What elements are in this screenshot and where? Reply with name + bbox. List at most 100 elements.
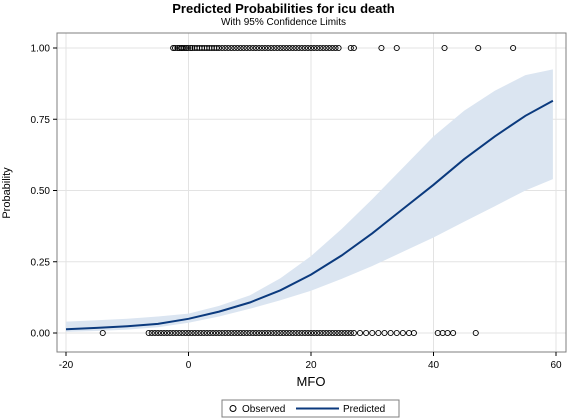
y-tick-label: 0.75 — [31, 115, 51, 126]
observed-point — [292, 44, 299, 52]
y-tick-label: 0.25 — [31, 257, 51, 268]
observed-point — [378, 44, 385, 52]
observed-point — [475, 44, 482, 52]
observed-point — [182, 329, 189, 337]
observed-point — [341, 329, 348, 337]
observed-point — [200, 329, 207, 337]
observed-point — [237, 329, 244, 337]
y-axis-ticks: 0.00 0.25 0.50 0.75 1.00 — [31, 44, 57, 340]
observed-point — [277, 329, 284, 337]
observed-point — [219, 44, 226, 52]
observed-point — [216, 329, 223, 337]
observed-point — [286, 329, 293, 337]
observed-point — [320, 329, 327, 337]
observed-point — [265, 329, 272, 337]
x-tick-label: 0 — [186, 360, 192, 371]
predicted-line — [65, 99, 554, 331]
observed-point — [246, 329, 253, 337]
observed-point — [277, 44, 284, 52]
observed-point — [301, 44, 308, 52]
observed-point — [274, 329, 281, 337]
observed-point — [332, 44, 339, 52]
observed-point — [393, 44, 400, 52]
observed-point — [311, 44, 318, 52]
observed-points — [99, 44, 517, 337]
observed-point — [222, 329, 229, 337]
observed-point — [213, 329, 220, 337]
observed-point — [375, 329, 382, 337]
observed-point — [252, 329, 259, 337]
observed-point — [197, 329, 204, 337]
observed-point — [240, 44, 247, 52]
observed-point — [280, 44, 287, 52]
x-axis-ticks: -20 0 20 40 60 — [59, 352, 562, 371]
observed-point — [347, 44, 354, 52]
observed-point — [154, 329, 161, 337]
observed-point — [157, 329, 164, 337]
observed-point — [173, 329, 180, 337]
observed-point — [274, 44, 281, 52]
observed-point — [289, 44, 296, 52]
observed-point — [317, 44, 324, 52]
legend-predicted-label: Predicted — [343, 404, 385, 415]
observed-point — [185, 329, 192, 337]
observed-point — [167, 329, 174, 337]
observed-point — [234, 329, 241, 337]
observed-point — [171, 44, 179, 52]
y-tick-label: 0.50 — [31, 186, 51, 197]
observed-point — [219, 329, 226, 337]
observed-point — [280, 329, 287, 337]
observed-point — [335, 329, 342, 337]
observed-point — [249, 329, 256, 337]
observed-point — [441, 44, 448, 52]
observed-point — [317, 329, 324, 337]
observed-point — [216, 44, 223, 52]
observed-point — [170, 329, 177, 337]
y-tick-label: 1.00 — [31, 44, 51, 55]
observed-point — [240, 329, 247, 337]
observed-point — [320, 44, 327, 52]
observed-point — [160, 329, 168, 337]
observed-point — [399, 329, 406, 337]
observed-point — [381, 329, 388, 337]
observed-point — [246, 44, 253, 52]
observed-point — [338, 329, 345, 337]
chart-title: Predicted Probabilities for icu death — [172, 1, 395, 16]
observed-point — [255, 44, 262, 52]
observed-point — [295, 44, 302, 52]
observed-point — [99, 329, 106, 337]
confidence-band — [66, 69, 553, 332]
observed-point — [206, 329, 213, 337]
observed-point — [203, 329, 210, 337]
observed-point — [188, 329, 195, 337]
observed-point — [271, 329, 278, 337]
observed-point — [292, 329, 299, 337]
observed-point — [255, 329, 262, 337]
observed-point — [283, 44, 290, 52]
observed-point — [307, 44, 315, 52]
observed-point — [332, 329, 339, 337]
observed-point — [258, 329, 266, 337]
x-tick-label: 60 — [550, 360, 562, 371]
observed-point — [298, 44, 305, 52]
observed-point — [265, 44, 272, 52]
observed-point — [314, 329, 321, 337]
observed-point — [283, 329, 290, 337]
observed-point — [222, 44, 229, 52]
observed-point — [410, 329, 417, 337]
observed-point — [271, 44, 278, 52]
observed-point — [252, 44, 259, 52]
observed-point — [323, 329, 330, 337]
observed-point — [243, 329, 250, 337]
observed-point — [194, 329, 201, 337]
observed-point — [237, 44, 244, 52]
observed-point — [387, 329, 394, 337]
observed-point — [182, 44, 190, 52]
observed-point — [228, 44, 235, 52]
observed-point — [350, 44, 357, 52]
observed-point — [170, 44, 177, 52]
observed-point — [258, 44, 266, 52]
observed-point — [289, 329, 296, 337]
observed-point — [472, 329, 479, 337]
